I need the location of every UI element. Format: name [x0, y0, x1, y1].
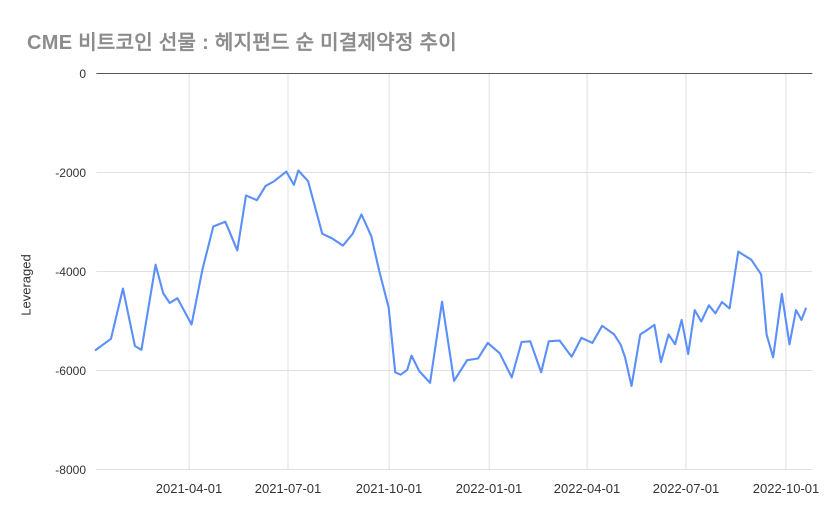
svg-text:2022-04-01: 2022-04-01: [554, 481, 621, 496]
svg-text:2022-07-01: 2022-07-01: [653, 481, 720, 496]
svg-text:-2000: -2000: [55, 166, 86, 180]
svg-text:0: 0: [79, 67, 86, 81]
svg-text:2021-10-01: 2021-10-01: [356, 481, 423, 496]
svg-text:-6000: -6000: [55, 364, 86, 378]
svg-text:-8000: -8000: [55, 463, 86, 477]
svg-text:-4000: -4000: [55, 265, 86, 279]
svg-text:2022-10-01: 2022-10-01: [753, 481, 820, 496]
svg-text:2022-01-01: 2022-01-01: [456, 481, 523, 496]
svg-text:2021-04-01: 2021-04-01: [156, 481, 223, 496]
svg-text:2021-07-01: 2021-07-01: [255, 481, 322, 496]
